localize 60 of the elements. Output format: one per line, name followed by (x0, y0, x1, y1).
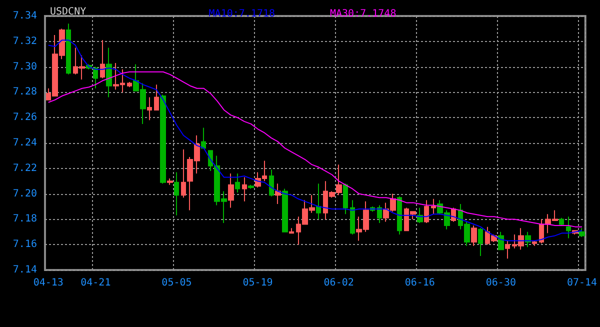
x-tick-label: 06-02 (324, 278, 354, 288)
candlestick (539, 218, 544, 244)
candlestick (66, 23, 71, 75)
candlestick (106, 47, 112, 98)
candlestick (160, 94, 166, 184)
candlestick (343, 184, 348, 215)
y-tick-label: 7.24 (12, 138, 37, 148)
x-tick-label: 05-19 (242, 278, 273, 288)
text: MA10:7.1718 (208, 8, 276, 20)
x-tick-label: 04-21 (80, 278, 111, 288)
candlestick (397, 196, 402, 235)
candlestick (147, 96, 152, 121)
candlestick (579, 228, 585, 238)
candlestick (350, 200, 355, 235)
candlestick (235, 172, 240, 194)
candlestick (174, 172, 179, 216)
line-series (48, 40, 582, 242)
candlestick (471, 225, 477, 246)
candlestick (228, 172, 234, 208)
candlestick (424, 200, 429, 224)
candlestick (242, 176, 247, 202)
candlestick (559, 217, 564, 226)
candlestick (478, 228, 483, 257)
candlestick (154, 84, 159, 110)
candlestick (377, 204, 382, 224)
y-tick-label: 7.18 (12, 214, 37, 225)
line-series (48, 71, 582, 228)
candlestick (93, 66, 98, 89)
x-tick-label: 04-13 (33, 278, 64, 288)
text: MA30:7.1748 (330, 8, 396, 20)
candlestick (275, 183, 281, 204)
x-tick-label: 06-16 (404, 278, 435, 288)
candlestick (269, 169, 274, 197)
y-tick-label: 7.16 (12, 239, 37, 250)
y-tick-label: 7.30 (12, 61, 37, 72)
candlestick (431, 198, 436, 215)
candlestick (100, 40, 105, 79)
candlestick (532, 240, 537, 246)
x-tick-label: 05-05 (162, 278, 192, 288)
candlestick (282, 188, 288, 232)
candlestick (127, 82, 132, 88)
x-tick-label: 07-14 (566, 278, 598, 288)
candlestick (498, 231, 504, 250)
candlestick (181, 148, 186, 198)
y-tick-label: 7.32 (12, 36, 37, 47)
x-tick-label: 06-30 (486, 278, 516, 288)
candlestick (566, 216, 571, 239)
candlestick (201, 127, 206, 149)
chart-title: USDCNY (50, 6, 86, 18)
candlestick (248, 184, 254, 190)
y-tick-label: 7.22 (12, 162, 37, 174)
y-tick-label: 7.14 (12, 264, 37, 276)
candlestick (316, 183, 321, 220)
y-tick-label: 7.26 (12, 112, 37, 124)
y-tick-label: 7.20 (12, 188, 37, 200)
candlestick (505, 240, 510, 260)
candlestick (289, 228, 294, 234)
candlestick (167, 178, 173, 186)
y-tick-label: 7.34 (12, 10, 37, 22)
y-tick-label: 7.28 (12, 86, 37, 98)
